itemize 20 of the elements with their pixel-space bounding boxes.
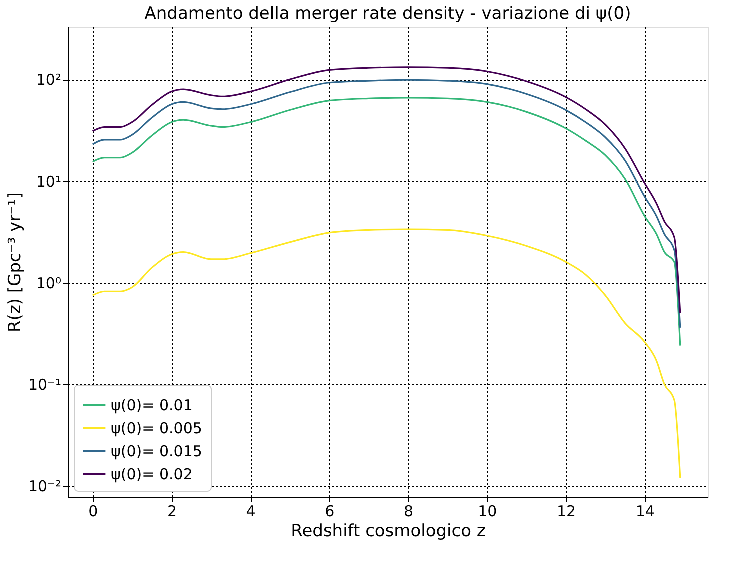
legend-label: ψ(0)= 0.02 [111, 466, 193, 484]
y-axis-title: R(z) [Gpc⁻³ yr⁻¹] [5, 192, 26, 333]
y-tick-label: 10¹ [36, 172, 62, 191]
y-tick-label: 10² [36, 71, 62, 90]
x-tick-label: 14 [636, 502, 655, 520]
legend-label: ψ(0)= 0.015 [111, 442, 202, 460]
x-tick-label: 6 [325, 502, 335, 520]
x-tick-label: 12 [556, 502, 576, 520]
x-tick-label: 8 [404, 502, 414, 520]
y-tick-label: 10⁰ [36, 274, 62, 292]
y-tick-label: 10⁻² [28, 478, 62, 496]
x-tick-label: 10 [478, 502, 498, 520]
x-tick-label: 2 [167, 502, 177, 520]
chart-title: Andamento della merger rate density - variazione di ψ(0) [144, 4, 632, 24]
x-axis-title: Redshift cosmologico z [291, 522, 486, 542]
x-tick-label: 0 [88, 502, 98, 520]
legend-label: ψ(0)= 0.005 [111, 420, 202, 438]
y-tick-label: 10⁻¹ [28, 376, 62, 394]
x-tick-label: 4 [246, 502, 256, 520]
legend-label: ψ(0)= 0.01 [111, 396, 193, 414]
